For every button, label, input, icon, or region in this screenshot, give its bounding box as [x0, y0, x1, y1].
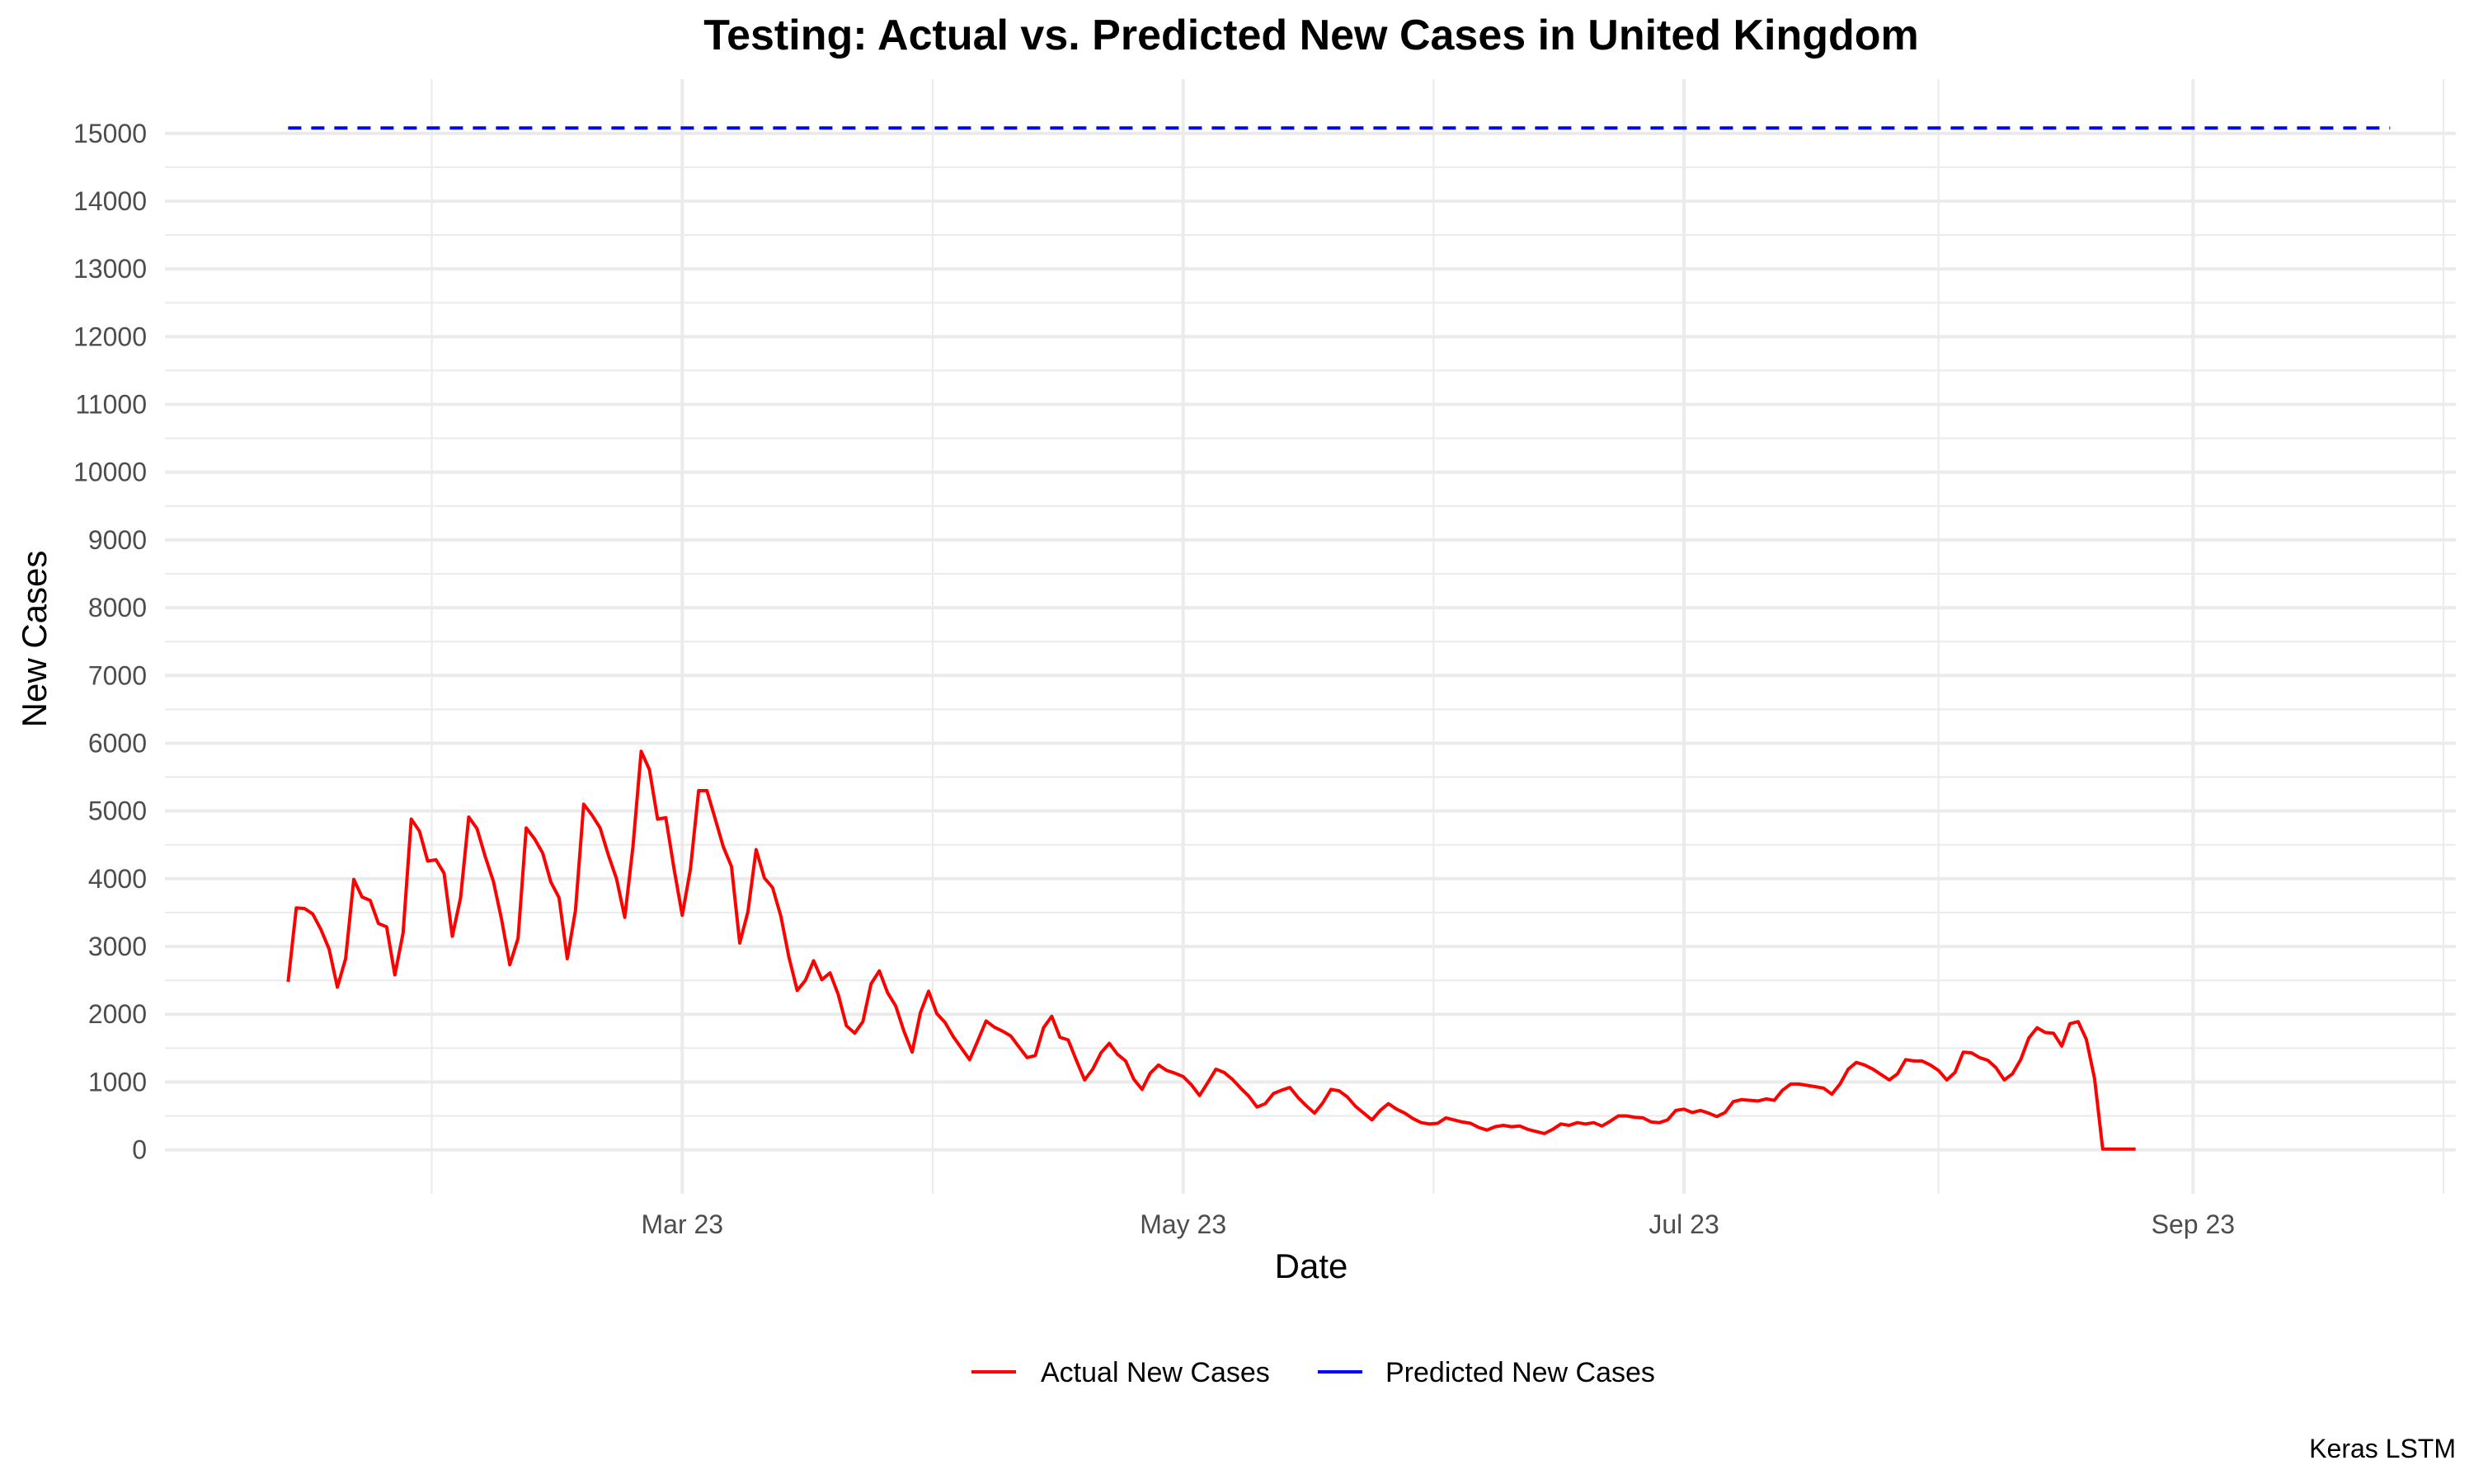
- y-axis-label: New Cases: [15, 551, 54, 728]
- y-tick-label: 2000: [88, 999, 147, 1029]
- chart-title: Testing: Actual vs. Predicted New Cases …: [703, 12, 1919, 59]
- y-tick-label: 14000: [73, 186, 147, 216]
- x-axis-ticks: Mar 23 May 23 Jul 23 Sep 23: [641, 1209, 2235, 1239]
- y-tick-label: 5000: [88, 796, 147, 826]
- x-tick-label: May 23: [1140, 1209, 1226, 1239]
- y-tick-label: 11000: [75, 390, 147, 420]
- x-tick-label: Mar 23: [641, 1209, 723, 1239]
- legend-label-predicted: Predicted New Cases: [1385, 1357, 1655, 1388]
- y-axis-ticks: 0 1000 2000 3000 4000 5000 6000 7000 8000 9000 100…: [73, 119, 147, 1165]
- x-tick-label: Sep 23: [2152, 1209, 2235, 1239]
- y-tick-label: 0: [132, 1135, 147, 1165]
- y-tick-label: 9000: [88, 525, 147, 555]
- caption: Keras LSTM: [2309, 1434, 2456, 1463]
- y-tick-label: 12000: [73, 322, 147, 351]
- x-tick-label: Jul 23: [1649, 1209, 1719, 1239]
- y-tick-label: 10000: [73, 458, 147, 487]
- series-lines: [286, 126, 2391, 1151]
- y-tick-label: 8000: [88, 593, 147, 622]
- x-axis-label: Date: [1275, 1247, 1348, 1285]
- y-tick-label: 4000: [88, 864, 147, 894]
- legend-label-actual: Actual New Cases: [1041, 1357, 1270, 1388]
- y-tick-label: 3000: [88, 932, 147, 961]
- y-tick-label: 6000: [88, 728, 147, 758]
- y-tick-label: 13000: [73, 254, 147, 284]
- y-tick-label: 15000: [73, 119, 147, 148]
- y-tick-label: 1000: [88, 1067, 147, 1097]
- y-tick-label: 7000: [88, 660, 147, 690]
- legend: Actual New Cases Predicted New Cases: [971, 1357, 1655, 1388]
- actual-new-cases-line: [286, 749, 2136, 1151]
- grid: [165, 79, 2456, 1194]
